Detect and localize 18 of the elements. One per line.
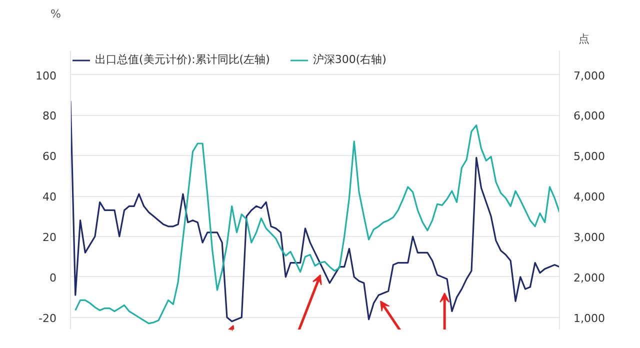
- y2-tick-label: 4,000: [574, 190, 605, 204]
- y-tick-label: 40: [42, 190, 57, 204]
- y2-tick-label: 2,000: [574, 271, 605, 284]
- y2-tick-label: 3,000: [574, 231, 605, 244]
- legend-label: 出口总值(美元计价):累计同比(左轴): [95, 52, 270, 67]
- y2-tick-label: 7,000: [574, 69, 605, 82]
- y2-tick-label: 5,000: [574, 150, 605, 164]
- y-axis-title: %: [50, 8, 61, 20]
- legend-label: 沪深300(右轴): [312, 52, 386, 67]
- y2-tick-label: 1,000: [574, 312, 605, 325]
- y-tick-label: 60: [42, 150, 57, 164]
- y-tick-label: -20: [38, 312, 56, 325]
- y-tick-label: 20: [42, 231, 57, 244]
- y2-axis-title: 点: [578, 32, 590, 46]
- y2-tick-label: 6,000: [574, 110, 605, 123]
- y-tick-label: 80: [42, 110, 57, 123]
- y-tick-label: 100: [36, 69, 57, 82]
- y-tick-label: 0: [50, 271, 56, 284]
